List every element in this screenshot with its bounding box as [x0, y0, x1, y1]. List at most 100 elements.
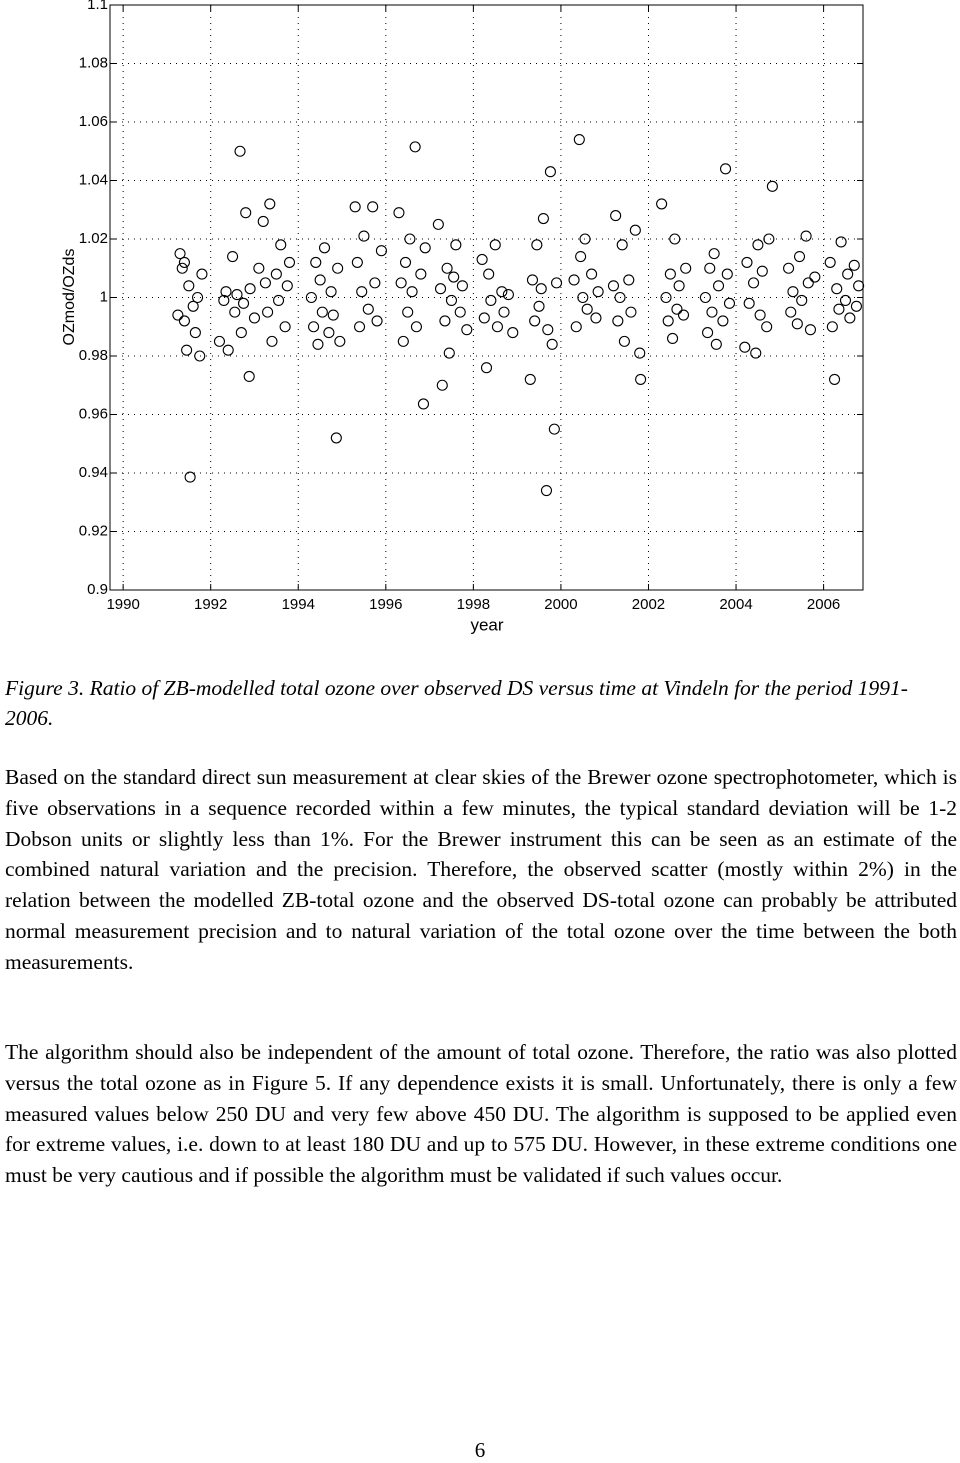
- point: [529, 315, 541, 327]
- point: [610, 210, 622, 222]
- point: [756, 265, 768, 277]
- point: [496, 286, 508, 298]
- plot-frame: [109, 4, 864, 591]
- x-tick-label: 2004: [719, 596, 752, 613]
- point: [305, 291, 317, 304]
- point: [445, 294, 458, 306]
- point: [448, 271, 460, 283]
- paragraph: Based on the standard direct sun measure…: [5, 765, 957, 974]
- point: [743, 297, 755, 309]
- point: [850, 300, 862, 312]
- point: [785, 306, 797, 318]
- y-tick-label: 1.1: [87, 0, 108, 13]
- point: [358, 230, 370, 242]
- x-tick-label: 2000: [544, 596, 577, 613]
- point: [568, 274, 580, 286]
- point: [634, 347, 646, 359]
- point: [476, 253, 488, 266]
- y-tick-label: 0.94: [79, 464, 108, 481]
- point: [399, 256, 412, 268]
- point: [614, 291, 626, 304]
- point: [717, 315, 729, 327]
- point: [702, 327, 714, 339]
- y-tick-label: 1: [100, 288, 108, 305]
- point: [410, 321, 423, 333]
- point: [804, 324, 817, 336]
- x-axis-label: year: [470, 615, 503, 634]
- point: [213, 335, 225, 347]
- point: [535, 283, 547, 295]
- point: [351, 256, 363, 268]
- y-tick-label: 0.98: [79, 347, 108, 364]
- point: [581, 303, 593, 315]
- point: [671, 303, 683, 315]
- point: [264, 198, 276, 210]
- point: [673, 280, 685, 292]
- point: [485, 294, 497, 306]
- point: [349, 201, 361, 213]
- chart: year OZmod/OZds 0.9 0.92 0.94 0.96 0.98 1 1.02…: [61, 0, 865, 634]
- point: [660, 291, 672, 304]
- point: [369, 277, 381, 289]
- point: [432, 218, 444, 230]
- point: [540, 484, 553, 497]
- point: [542, 324, 554, 336]
- point: [754, 309, 766, 321]
- point: [796, 294, 808, 306]
- point: [480, 362, 493, 374]
- point: [334, 335, 346, 347]
- point: [573, 134, 585, 146]
- point: [279, 321, 291, 333]
- point: [318, 242, 331, 254]
- point: [809, 271, 821, 283]
- y-tick-label: 1.06: [79, 113, 108, 130]
- y-axis-label: OZmod/OZds: [61, 249, 78, 346]
- point: [761, 321, 773, 333]
- point: [842, 268, 854, 280]
- point: [662, 315, 674, 327]
- point: [417, 398, 430, 410]
- point: [844, 312, 856, 324]
- point: [353, 321, 366, 333]
- point: [454, 306, 466, 318]
- point: [706, 306, 718, 318]
- point: [434, 283, 447, 295]
- point: [283, 256, 296, 268]
- point: [187, 300, 199, 312]
- point: [656, 198, 668, 210]
- point: [332, 262, 344, 274]
- y-tick-label: 0.96: [79, 405, 108, 422]
- point: [680, 262, 692, 274]
- point: [178, 315, 190, 327]
- point: [708, 248, 720, 260]
- point: [404, 233, 416, 245]
- point: [793, 250, 806, 263]
- point: [498, 306, 510, 318]
- x-tick-label: 1994: [282, 596, 315, 613]
- x-tick-label: 1992: [194, 596, 227, 613]
- point: [802, 277, 814, 289]
- point: [723, 297, 736, 309]
- point: [664, 268, 676, 280]
- point: [439, 315, 451, 327]
- point: [710, 338, 722, 350]
- point: [362, 303, 374, 315]
- point: [235, 327, 247, 339]
- x-tick-label: 1998: [457, 596, 490, 613]
- point: [537, 212, 549, 225]
- point: [367, 201, 379, 213]
- point: [848, 259, 860, 271]
- point: [677, 309, 690, 321]
- point: [257, 215, 269, 227]
- paragraph: The algorithm should also be independent…: [5, 1040, 957, 1188]
- point: [478, 312, 490, 324]
- point: [826, 321, 838, 333]
- point: [824, 256, 836, 268]
- y-tick-label: 0.92: [79, 522, 108, 539]
- point: [227, 250, 239, 263]
- point: [783, 262, 795, 274]
- point: [243, 370, 255, 383]
- point: [623, 274, 635, 286]
- point: [577, 291, 589, 304]
- point: [507, 327, 519, 339]
